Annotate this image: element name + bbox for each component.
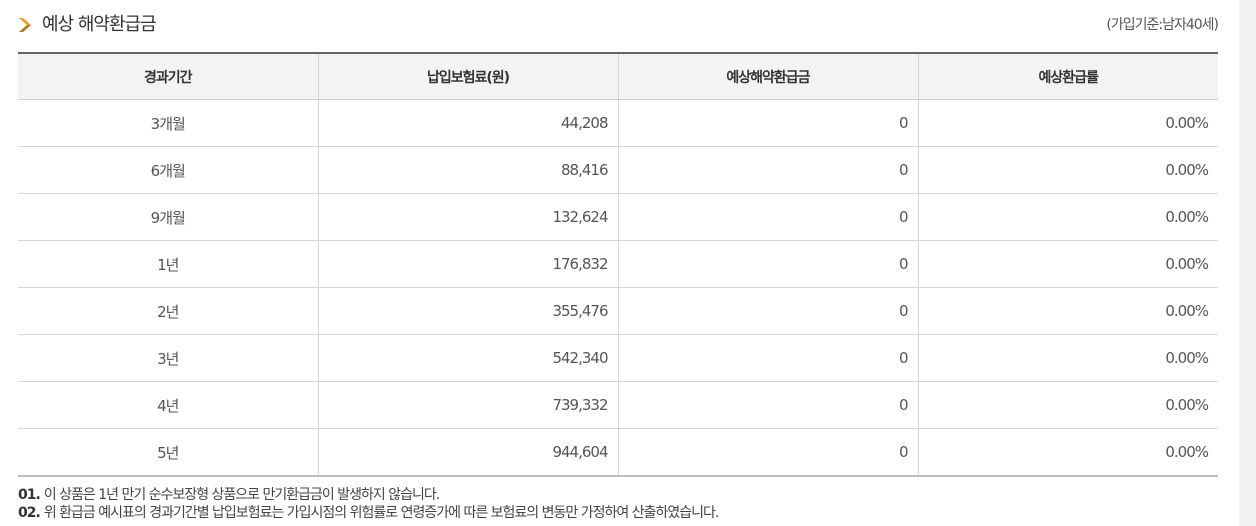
cell-period: 3개월 [18, 99, 318, 147]
cell-rate: 0.00% [917, 287, 1218, 335]
section-title-text: 예상 해약환급금 [42, 14, 157, 35]
table-row: 5년 944,604 0 0.00% [18, 428, 1218, 477]
cell-period: 2년 [18, 287, 318, 335]
table-row: 9개월 132,624 0 0.00% [18, 193, 1218, 241]
cell-premium: 739,332 [317, 381, 618, 429]
cell-period: 9개월 [18, 193, 318, 241]
column-header-period: 경과기간 [18, 53, 318, 100]
table-row: 4년 739,332 0 0.00% [18, 381, 1218, 429]
cell-refund: 0 [617, 193, 918, 241]
page-scrollbar[interactable] [1239, 0, 1256, 526]
table-row: 6개월 88,416 0 0.00% [18, 146, 1218, 194]
table-row: 2년 355,476 0 0.00% [18, 287, 1218, 335]
chevron-right-icon [18, 16, 34, 34]
notes: 01. 이 상품은 1년 만기 순수보장형 상품으로 만기환급금이 발생하지 않습… [18, 486, 1218, 522]
note-text: 이 상품은 1년 만기 순수보장형 상품으로 만기환급금이 발생하지 않습니다. [43, 487, 440, 503]
cell-premium: 542,340 [317, 334, 618, 382]
note-item: 02. 위 환급금 예시표의 경과기간별 납입보험료는 가입시점의 위험률로 연령… [18, 504, 1218, 522]
cell-rate: 0.00% [917, 146, 1218, 194]
cell-premium: 44,208 [317, 99, 618, 147]
cell-refund: 0 [617, 287, 918, 335]
cell-refund: 0 [617, 428, 918, 477]
table-header-row: 경과기간 납입보험료(원) 예상해약환급금 예상환급률 [18, 53, 1218, 100]
cell-period: 6개월 [18, 146, 318, 194]
cell-refund: 0 [617, 99, 918, 147]
cell-period: 4년 [18, 381, 318, 429]
table-row: 3개월 44,208 0 0.00% [18, 99, 1218, 147]
cell-refund: 0 [617, 240, 918, 288]
basis-note: (가입기준:남자40세) [1106, 17, 1219, 33]
cell-rate: 0.00% [917, 240, 1218, 288]
column-header-rate: 예상환급률 [917, 53, 1218, 100]
cell-period: 1년 [18, 240, 318, 288]
section-title: 예상 해약환급금 [18, 10, 157, 36]
cell-premium: 355,476 [317, 287, 618, 335]
cell-refund: 0 [617, 381, 918, 429]
refund-section: 예상 해약환급금 (가입기준:남자40세) 경과기간 납입보험료(원) 예상해약… [18, 0, 1219, 522]
cell-refund: 0 [617, 334, 918, 382]
column-header-premium: 납입보험료(원) [317, 53, 618, 100]
cell-premium: 88,416 [317, 146, 618, 194]
cell-premium: 176,832 [317, 240, 618, 288]
note-text: 위 환급금 예시표의 경과기간별 납입보험료는 가입시점의 위험률로 연령증가에… [43, 505, 719, 521]
cell-premium: 132,624 [317, 193, 618, 241]
note-number: 02. [18, 505, 41, 521]
cell-period: 3년 [18, 334, 318, 382]
note-number: 01. [18, 487, 41, 503]
cell-rate: 0.00% [917, 381, 1218, 429]
cell-rate: 0.00% [917, 428, 1218, 477]
table-row: 1년 176,832 0 0.00% [18, 240, 1218, 288]
refund-table: 경과기간 납입보험료(원) 예상해약환급금 예상환급률 3개월 44,208 0… [18, 52, 1218, 477]
column-header-refund: 예상해약환급금 [617, 53, 918, 100]
cell-rate: 0.00% [917, 193, 1218, 241]
table-row: 3년 542,340 0 0.00% [18, 334, 1218, 382]
cell-rate: 0.00% [917, 99, 1218, 147]
section-header: 예상 해약환급금 (가입기준:남자40세) [18, 0, 1219, 52]
cell-refund: 0 [617, 146, 918, 194]
cell-period: 5년 [18, 428, 318, 477]
cell-rate: 0.00% [917, 334, 1218, 382]
cell-premium: 944,604 [317, 428, 618, 477]
note-item: 01. 이 상품은 1년 만기 순수보장형 상품으로 만기환급금이 발생하지 않습… [18, 486, 1218, 504]
